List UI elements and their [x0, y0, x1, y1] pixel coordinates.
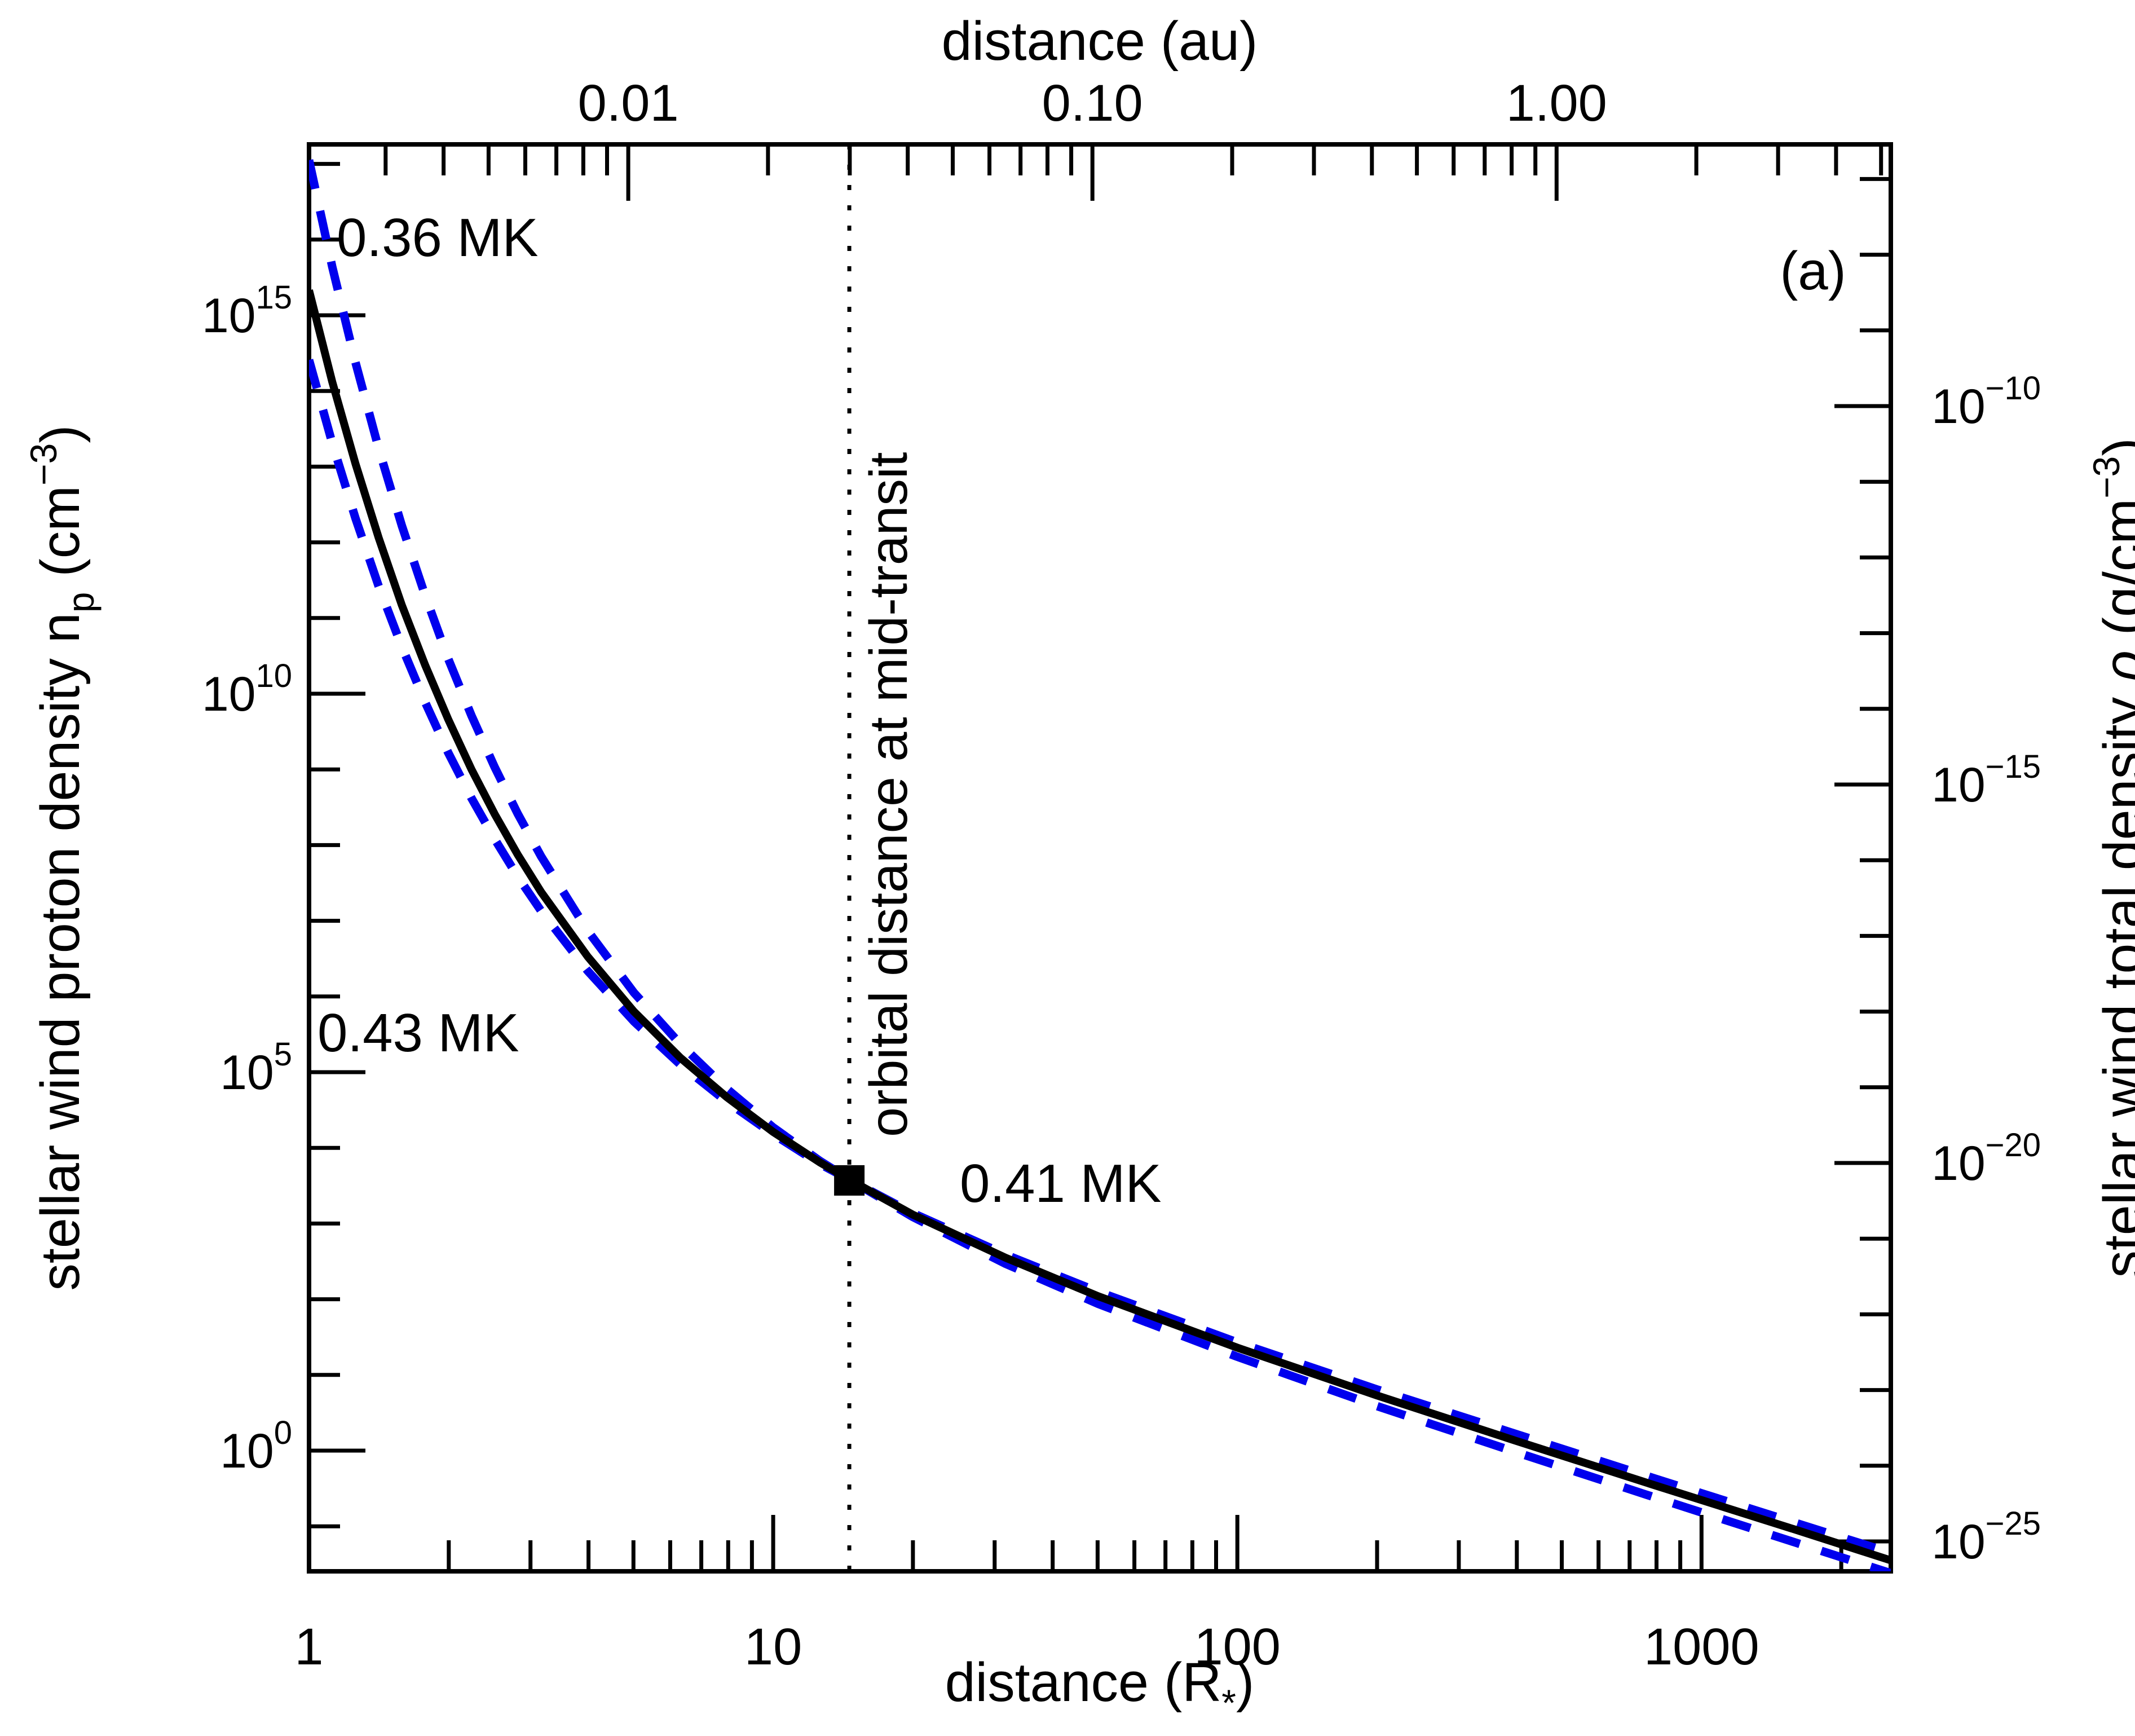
- y-left-axis-title-part: ): [29, 425, 91, 443]
- x-bottom-tick-label: 1000: [1644, 1618, 1759, 1676]
- x-bottom-axis-title-part: ): [1236, 1651, 1254, 1713]
- annotation-0-36-mk: 0.36 MK: [337, 208, 539, 268]
- y-left-tick-label-base: 10: [202, 667, 256, 721]
- y-right-tick-label-exponent: −15: [1986, 748, 2041, 785]
- annotation-orbital-distance-at-mid-transit: orbital distance at mid-transit: [859, 452, 919, 1137]
- y-left-tick-label: 105: [220, 1036, 292, 1100]
- y-right-tick-label-base: 10: [1931, 1515, 1986, 1569]
- y-right-tick-label-base: 10: [1931, 758, 1986, 812]
- y-right-tick-label-exponent: −25: [1986, 1505, 2041, 1542]
- y-left-tick-label-base: 10: [220, 1046, 274, 1100]
- y-right-axis-title-part: −3: [2085, 456, 2127, 499]
- y-right-tick-label: 10−10: [1931, 370, 2041, 434]
- y-right-tick-label: 10−15: [1931, 748, 2041, 812]
- ticks-group: [307, 144, 1891, 1571]
- y-left-tick-label-base: 10: [202, 289, 256, 343]
- mid-transit-marker: [834, 1165, 865, 1196]
- x-top-axis-title: distance (au): [942, 10, 1258, 72]
- curves-group: [309, 159, 1891, 1571]
- y-right-tick-label-base: 10: [1931, 1136, 1986, 1191]
- y-right-tick-label-base: 10: [1931, 380, 1986, 434]
- x-bottom-tick-label: 10: [744, 1618, 802, 1676]
- x-top-tick-label: 1.00: [1506, 74, 1607, 132]
- plot-frame: [307, 142, 1893, 1574]
- annotation-0-41-mk: 0.41 MK: [960, 1153, 1162, 1214]
- x-bottom-tick-label: 100: [1194, 1618, 1281, 1676]
- y-left-axis-title-part: −3: [23, 443, 64, 486]
- x-bottom-axis-title: distance (R*): [945, 1651, 1255, 1724]
- y-left-tick-label-exponent: 5: [274, 1036, 292, 1073]
- annotation-0-43-mk: 0.43 MK: [317, 1003, 519, 1063]
- y-left-tick-label-exponent: 15: [255, 279, 292, 316]
- y-left-tick-label: 100: [220, 1415, 292, 1478]
- y-left-tick-label-base: 10: [220, 1424, 274, 1478]
- x-bottom-axis-title-part: *: [1221, 1682, 1236, 1724]
- annotation--a-: (a): [1780, 241, 1846, 301]
- y-left-axis-title: stellar wind proton density np (cm−3): [23, 425, 102, 1290]
- y-right-tick-label-exponent: −20: [1986, 1127, 2041, 1164]
- x-bottom-axis-title-part: distance (R: [945, 1651, 1222, 1713]
- y-right-axis-title-part: ρ: [2092, 650, 2135, 684]
- y-right-axis-title-part: (g/cm: [2092, 499, 2135, 650]
- x-bottom-tick-label: 1: [294, 1618, 323, 1676]
- y-left-axis-title-part: (cm: [29, 486, 91, 592]
- y-right-axis-title-part: stellar wind total density: [2092, 682, 2135, 1278]
- y-right-axis-title-part: ): [2092, 438, 2135, 456]
- y-right-axis-title: stellar wind total density ρ (g/cm−3): [2085, 438, 2135, 1277]
- y-left-tick-label: 1015: [202, 279, 292, 343]
- y-left-axis-title-part: stellar wind proton density n: [29, 613, 91, 1290]
- y-right-tick-label-exponent: −10: [1986, 370, 2041, 407]
- curve-0-43-mk: [309, 359, 1891, 1557]
- chart-figure: 1015 1010 105 100 10−10 10−15 10−20 10−25 1 10 100…: [23, 9, 2135, 1727]
- x-top-tick-label: 0.10: [1042, 74, 1143, 132]
- curve-0-36-mk: [309, 159, 1891, 1571]
- y-right-tick-label: 10−25: [1931, 1505, 2041, 1569]
- x-top-tick-label: 0.01: [578, 74, 679, 132]
- x-top-axis-title-part: distance (au): [942, 10, 1258, 72]
- y-left-tick-label-exponent: 10: [255, 658, 292, 694]
- y-right-tick-label: 10−20: [1931, 1127, 2041, 1191]
- y-left-tick-label: 1010: [202, 658, 292, 721]
- y-left-axis-title-part: p: [60, 592, 102, 613]
- curve-0-41-mk: [309, 289, 1891, 1565]
- y-left-tick-label-exponent: 0: [274, 1415, 292, 1451]
